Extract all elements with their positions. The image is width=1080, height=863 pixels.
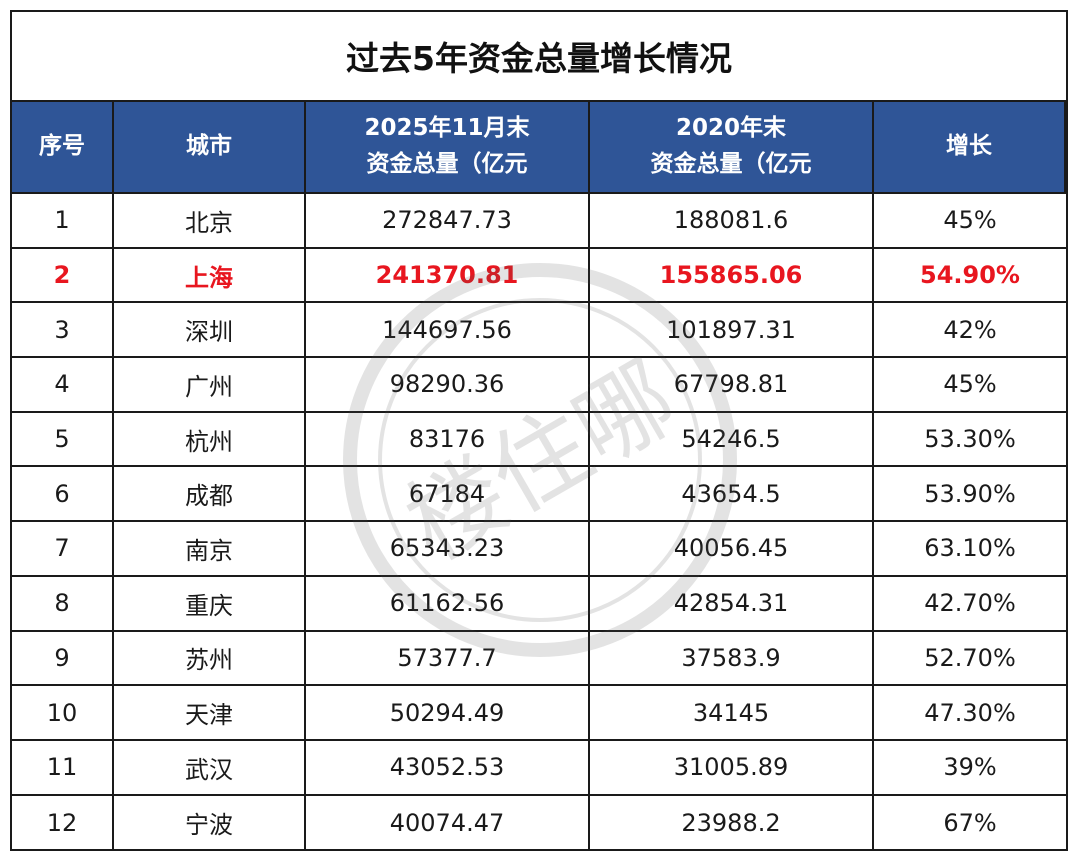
cell-no: 11 — [12, 740, 114, 796]
cell-city: 广州 — [114, 358, 306, 413]
cell-city: 上海 — [114, 248, 306, 304]
cell-growth: 53.30% — [874, 413, 1066, 468]
header-2025-line1: 2025年11月末 — [364, 115, 530, 142]
cell-2020: 101897.31 — [590, 303, 874, 359]
cell-city: 北京 — [114, 194, 306, 249]
cell-2025: 83176 — [306, 412, 590, 468]
cell-2025: 61162.56 — [306, 576, 590, 632]
cell-growth: 42% — [874, 303, 1066, 359]
cell-2020: 23988.2 — [590, 795, 874, 851]
cell-growth: 47.30% — [874, 686, 1066, 741]
cell-no: 12 — [12, 795, 114, 851]
cell-no: 4 — [12, 358, 114, 413]
cell-2020: 40056.45 — [590, 522, 874, 577]
header-2025-line2: 资金总量（亿元 — [366, 151, 528, 177]
cell-growth: 45% — [874, 358, 1066, 413]
cell-2025: 43052.53 — [306, 740, 590, 796]
cell-no: 6 — [12, 467, 114, 523]
cell-growth: 67% — [943, 808, 997, 837]
cell-city: 苏州 — [114, 631, 306, 687]
header-city: 城市 — [114, 102, 306, 194]
cell-no: 1 — [12, 194, 114, 249]
cell-no: 2 — [12, 248, 114, 304]
header-no: 序号 — [12, 102, 114, 194]
cell-2025: 65343.23 — [306, 522, 590, 577]
cell-city: 深圳 — [114, 303, 306, 359]
cell-2025: 98290.36 — [306, 358, 590, 413]
cell-city: 杭州 — [114, 412, 306, 468]
cell-growth: 42.70% — [874, 577, 1066, 632]
cell-2020: 42854.31 — [590, 576, 874, 632]
cell-growth: 52.70% — [874, 632, 1066, 687]
cell-city: 南京 — [114, 522, 306, 577]
cell-growth: 45% — [874, 194, 1066, 249]
header-2020-line2: 资金总量（亿元 — [650, 151, 812, 177]
cell-growth: 53.90% — [874, 467, 1066, 523]
cell-no: 9 — [12, 631, 114, 687]
cell-2020: 67798.81 — [590, 358, 874, 413]
cell-city: 成都 — [114, 467, 306, 523]
cell-growth: 39% — [874, 741, 1066, 796]
header-city-label: 城市 — [186, 133, 232, 160]
cell-no: 8 — [12, 576, 114, 632]
header-2020-line1: 2020年末 — [675, 115, 786, 142]
cell-city: 重庆 — [114, 576, 306, 632]
cell-2025: 40074.47 — [306, 795, 590, 851]
cell-2025: 50294.49 — [306, 686, 590, 741]
cell-2025: 57377.7 — [306, 631, 590, 687]
cell-growth: 54.90% — [874, 249, 1066, 304]
cell-2020: 43654.5 — [590, 467, 874, 523]
cell-2025: 272847.73 — [306, 194, 590, 249]
cell-city: 武汉 — [114, 740, 306, 796]
table-grid: 序号 城市 2025年11月末 资金总量（亿元 2020年末 资金总量（亿元 增… — [12, 102, 1066, 851]
data-table: 过去5年资金总量增长情况 序号 城市 2025年11月末 资金总量（亿元 202… — [10, 10, 1068, 851]
cell-2025: 144697.56 — [306, 303, 590, 359]
header-2025: 2025年11月末 资金总量（亿元 — [306, 102, 590, 194]
table-title: 过去5年资金总量增长情况 — [12, 12, 1066, 102]
cell-growth: 63.10% — [874, 522, 1066, 577]
cell-2020: 34145 — [590, 686, 874, 741]
cell-2020: 31005.89 — [590, 740, 874, 796]
cell-2020: 155865.06 — [590, 248, 874, 304]
cell-2020: 188081.6 — [590, 194, 874, 249]
cell-2025: 67184 — [306, 467, 590, 523]
cell-2020: 37583.9 — [590, 631, 874, 687]
cell-no: 10 — [12, 686, 114, 741]
cell-no: 5 — [12, 412, 114, 468]
cell-city: 宁波 — [114, 795, 306, 851]
header-no-label: 序号 — [39, 133, 85, 160]
cell-no: 3 — [12, 303, 114, 359]
cell-2020: 54246.5 — [590, 412, 874, 468]
cell-no: 7 — [12, 522, 114, 577]
header-2020: 2020年末 资金总量（亿元 — [590, 102, 874, 194]
header-growth-label: 增长 — [946, 133, 992, 160]
cell-2025: 241370.81 — [306, 248, 590, 304]
header-growth: 增长 — [874, 102, 1066, 194]
cell-city: 天津 — [114, 686, 306, 741]
